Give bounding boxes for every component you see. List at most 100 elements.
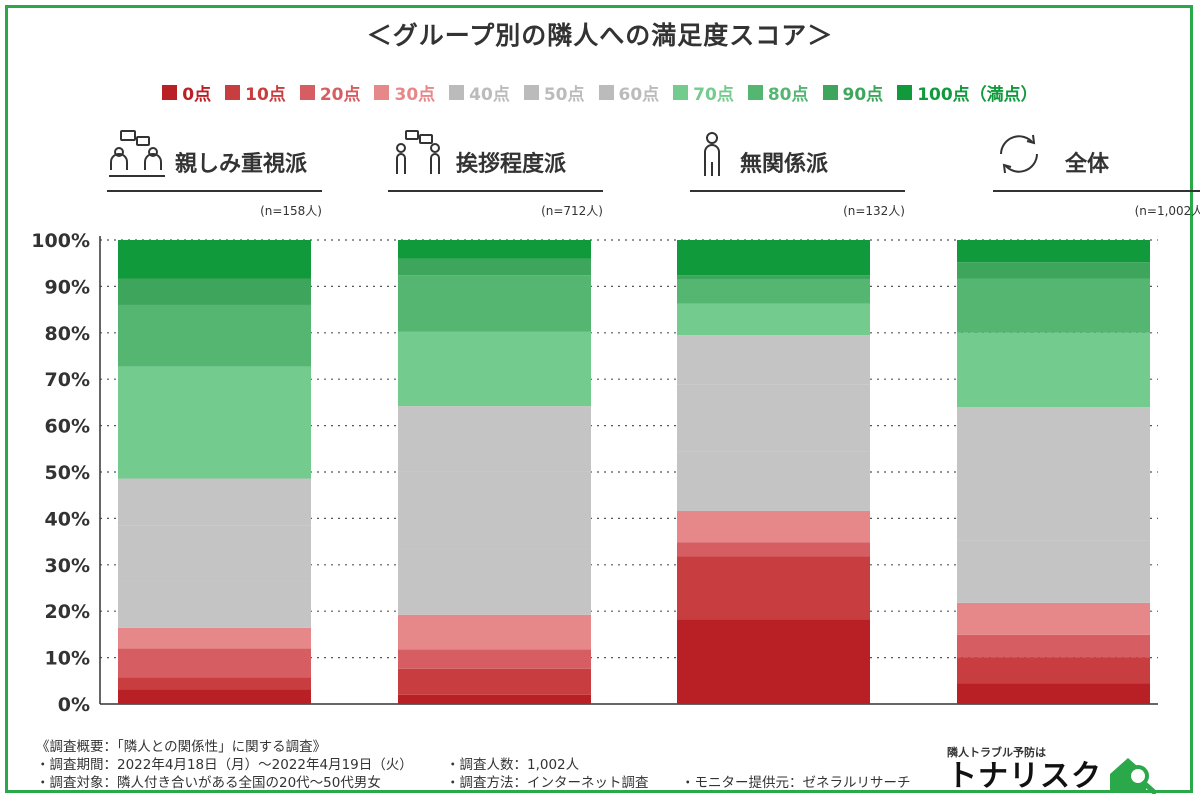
bar-segment [118, 525, 311, 582]
bar-segment [118, 478, 311, 526]
bar-segment [957, 683, 1150, 704]
bar-segment [677, 275, 870, 279]
people-greeting-icon [396, 130, 440, 174]
bar-segment [118, 627, 311, 649]
brand-tagline: 隣人トラブル予防は [947, 746, 1046, 759]
bar-segment [398, 406, 591, 472]
bar-segment [677, 451, 870, 511]
brand-name: トナリスク [947, 759, 1102, 794]
chart-title: ＜グループ別の隣人への満足度スコア＞ [366, 21, 834, 50]
y-tick-label: 60% [45, 416, 90, 438]
legend-swatch [747, 85, 763, 100]
group-sample-size: (n=158人) [260, 204, 322, 218]
legend-label: 0点 [182, 85, 212, 105]
legend-item: 70点 [673, 80, 734, 105]
group-header-4: 全体 (n=1,002人) [993, 126, 1200, 226]
bar-segment [398, 240, 591, 259]
legend-label: 60点 [618, 85, 660, 105]
y-tick-label: 100% [31, 230, 90, 252]
bar-segment [677, 619, 870, 704]
legend-label: 50点 [543, 85, 585, 105]
bar-segment [118, 278, 311, 305]
legend-item: 0点 [162, 80, 211, 105]
person-alone-icon [704, 132, 720, 176]
legend-swatch [897, 85, 913, 100]
legend-label: 10点 [245, 85, 286, 105]
bar-segment [957, 407, 1150, 466]
bar-segment [118, 677, 311, 690]
bar-segment [118, 648, 311, 678]
legend-label: 70点 [693, 85, 734, 105]
group-underline [107, 190, 322, 192]
group-header-1: 親しみ重視派 (n=158人) [107, 126, 322, 226]
bar-segment [398, 694, 591, 704]
bar-segment [957, 540, 1150, 603]
bar-segment [677, 303, 870, 336]
y-tick-label: 30% [45, 555, 90, 577]
bar-segment [118, 304, 311, 367]
bar-segment [957, 657, 1150, 684]
bar-segment [677, 384, 870, 452]
bar-segment [677, 278, 870, 304]
legend-swatch [299, 85, 315, 100]
bar-segment [677, 240, 870, 276]
legend-label: 90点 [842, 85, 884, 105]
survey-target: ・調査対象：隣人付き合いがある全国の20代～50代男女 [36, 775, 381, 791]
legend-item: 10点 [225, 80, 286, 105]
bar-segment [118, 366, 311, 479]
bar-segment [398, 614, 591, 650]
bar-segment [957, 240, 1150, 263]
legend-item: 50点 [523, 80, 585, 105]
bar-segment [398, 549, 591, 615]
bar-segment [957, 602, 1150, 635]
bar-segment [957, 465, 1150, 541]
legend-swatch [523, 85, 539, 100]
legend-item: 30点 [374, 80, 435, 105]
survey-overview: 《調査概要：「隣人との関係性」に関する調査》 [36, 739, 327, 755]
survey-provider: ・モニター提供元：ゼネラルリサーチ [681, 775, 911, 791]
survey-method: ・調査方法：インターネット調査 [446, 775, 649, 791]
bar-segment [118, 689, 311, 704]
y-tick-label: 20% [45, 601, 90, 623]
legend-label: 20点 [319, 85, 361, 105]
bar-segment [677, 335, 870, 385]
group-underline [993, 190, 1200, 192]
bar-segment [398, 668, 591, 695]
group-name: 無関係派 [740, 152, 829, 177]
bar-segment [118, 240, 311, 279]
bar-segment [957, 332, 1150, 408]
group-sample-size: (n=1,002人) [1134, 204, 1200, 218]
bar-segment [398, 331, 591, 407]
legend-swatch [449, 85, 465, 100]
group-sample-size: (n=132人) [843, 204, 905, 218]
bar-segment [677, 542, 870, 557]
bar-segment [677, 510, 870, 543]
y-tick-label: 50% [45, 462, 90, 484]
legend-swatch [374, 85, 390, 100]
group-header-2: 挨拶程度派 (n=712人) [388, 126, 603, 226]
bar-segment [398, 275, 591, 332]
legend-label: 80点 [767, 85, 809, 105]
legend-item: 80点 [747, 80, 809, 105]
bar-segment [118, 581, 311, 628]
group-underline [690, 190, 905, 192]
legend-item: 20点 [299, 80, 361, 105]
survey-count: ・調査人数：1,002人 [446, 757, 580, 773]
chart-frame [5, 5, 1193, 793]
legend-swatch [673, 85, 689, 100]
group-name: 親しみ重視派 [175, 152, 308, 177]
cycle-arrows-icon [1000, 134, 1038, 174]
legend-swatch [225, 85, 241, 100]
legend-item: 100点（満点） [897, 80, 1038, 105]
house-search-icon [1110, 758, 1157, 794]
y-tick-label: 90% [45, 276, 90, 298]
legend-label: 30点 [394, 85, 436, 105]
legend-item: 60点 [598, 80, 660, 105]
legend-label: 100点（満点） [917, 85, 1038, 105]
legend-swatch [822, 85, 838, 100]
bar-segment [957, 278, 1150, 333]
people-chatting-icon [109, 130, 165, 177]
legend-item: 40点 [449, 80, 510, 105]
survey-footer: 《調査概要：「隣人との関係性」に関する調査》 ・調査期間：2022年4月18日（… [36, 738, 911, 792]
